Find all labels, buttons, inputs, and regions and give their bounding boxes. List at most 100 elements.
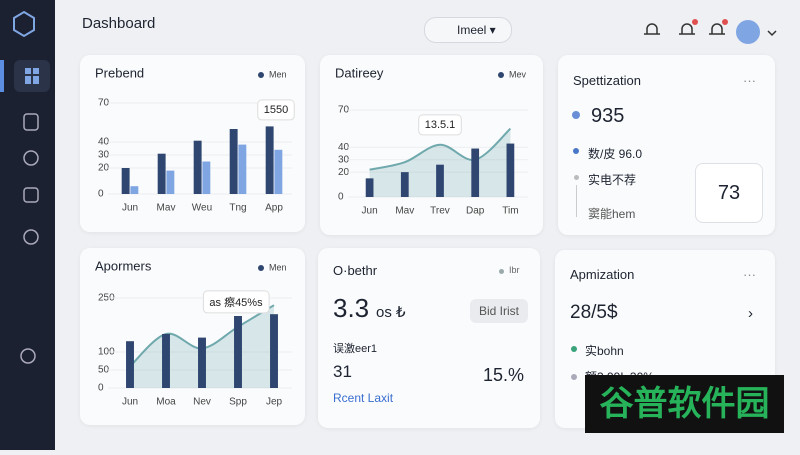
bar [229, 129, 238, 194]
y-tick-label: 20 [338, 167, 350, 178]
x-tick-label: Jun [362, 206, 378, 217]
annotation: as 瘵45%s [209, 295, 263, 309]
y-tick-label: 50 [98, 365, 110, 376]
dropdown-label: Imeel [457, 23, 487, 37]
annotation: 13.5.1 [425, 119, 456, 131]
header-icons [644, 19, 777, 44]
nav-time[interactable] [23, 187, 39, 203]
card [320, 55, 543, 235]
bar [121, 168, 130, 194]
card-title: Apmization [570, 267, 635, 282]
nav-stats[interactable] [23, 150, 39, 166]
card-title: Prebend [95, 65, 144, 80]
x-tick-label: Moa [156, 397, 176, 408]
big-value: 3.3 [333, 293, 370, 323]
annotation: 1550 [264, 104, 288, 116]
more[interactable]: ··· [743, 267, 756, 282]
nav-settings-bottom[interactable] [20, 348, 36, 364]
button[interactable]: Bid Irist [470, 299, 528, 323]
bar [162, 334, 170, 388]
y-tick-label: 40 [98, 137, 110, 148]
text: 误激eer1 [333, 343, 378, 355]
dot [573, 148, 579, 154]
y-tick-label: 250 [98, 293, 115, 304]
bar [274, 149, 283, 194]
y-tick-label: 30 [338, 154, 350, 165]
card: Spettization ··· 935 数/皮 96.0 实电不荐 窦能hem… [558, 55, 775, 235]
y-tick-label: 20 [98, 163, 110, 174]
bar [265, 126, 274, 194]
legend-dot [258, 72, 264, 78]
legend-label: Men [269, 69, 287, 79]
value: 28/5$ [570, 302, 618, 323]
bell[interactable] [644, 23, 660, 35]
arrow[interactable]: › [748, 305, 753, 322]
bar [400, 172, 409, 197]
legend-dot [258, 265, 264, 271]
link[interactable]: Rcent Laxit [333, 391, 394, 405]
y-tick-label: 40 [338, 142, 350, 153]
x-tick-label: Jun [122, 203, 138, 214]
y-tick-label: 100 [98, 347, 115, 358]
page-title: Dashboard [82, 15, 156, 32]
nav-settings[interactable] [23, 229, 39, 245]
dot [574, 175, 579, 180]
card: O·bethr Ibr 3.3 os ₺ Bid Irist 误激eer1 31… [318, 248, 540, 428]
text: 数/皮 96.0 [588, 147, 643, 161]
bar [126, 341, 134, 388]
card-title: Apormers [95, 258, 152, 273]
dropdown[interactable]: Imeel ▾ [424, 17, 512, 43]
legend-label: Mev [509, 69, 527, 79]
watermark: 谷普软件园 [585, 375, 784, 433]
line [369, 127, 512, 171]
card-title: Spettization [573, 73, 641, 88]
legend-dot [498, 72, 504, 78]
bar [436, 164, 444, 197]
dot [572, 111, 580, 119]
y-tick-label: 0 [98, 189, 104, 200]
value: 935 [591, 105, 625, 127]
legend-label: Men [269, 262, 287, 272]
x-tick-label: Jep [266, 397, 283, 408]
bar [234, 316, 242, 388]
nav-docs[interactable] [23, 113, 39, 131]
legend-label: Ibr [509, 265, 520, 275]
bar [193, 140, 202, 194]
y-tick-label: 70 [338, 105, 350, 116]
tooltip [202, 290, 270, 314]
bar [130, 186, 139, 194]
more[interactable]: ··· [743, 73, 756, 88]
avatar[interactable] [736, 20, 760, 44]
text: 实bohn [585, 344, 624, 358]
x-tick-label: App [265, 203, 283, 214]
y-tick-label: 0 [98, 383, 104, 394]
x-tick-label: Tim [502, 206, 518, 217]
bell[interactable] [679, 23, 695, 35]
bar [166, 170, 175, 194]
y-tick-label: 0 [338, 192, 344, 203]
icon [33, 76, 39, 84]
badge [722, 19, 728, 25]
sidebar [0, 0, 55, 450]
value: 31 [333, 362, 352, 381]
dot [571, 374, 577, 380]
bell[interactable] [709, 23, 725, 35]
nav-dashboard[interactable] [14, 60, 50, 92]
bar [157, 153, 166, 194]
bar [506, 143, 515, 197]
dot [571, 346, 577, 352]
tooltip [257, 99, 295, 121]
x-tick-label: Weu [192, 203, 212, 214]
text: 窦能hem [588, 207, 636, 221]
bar [270, 314, 278, 388]
y-tick-label: 70 [98, 98, 110, 109]
bar [238, 144, 247, 194]
x-tick-label: Dap [466, 206, 485, 217]
x-tick-label: Spp [229, 397, 247, 408]
legend-dot [499, 269, 504, 274]
x-tick-label: Tng [229, 203, 246, 214]
bar [202, 161, 211, 194]
chevron [767, 30, 777, 37]
